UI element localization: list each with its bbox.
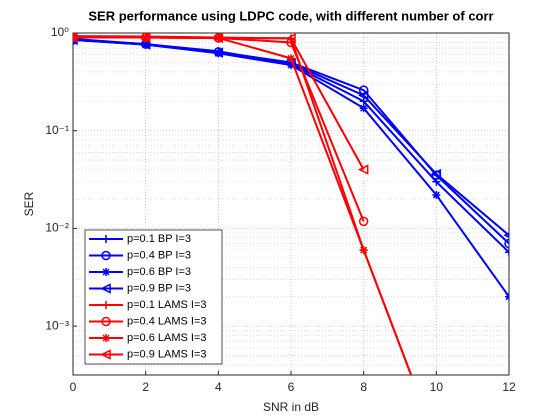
- marker: [212, 47, 224, 58]
- marker: [432, 190, 441, 199]
- x-tick-label: 6: [288, 380, 295, 394]
- marker: [102, 268, 110, 276]
- y-tick-label: 10⁻³: [45, 318, 69, 332]
- x-tick-label: 12: [502, 380, 516, 394]
- x-axis-label: SNR in dB: [263, 400, 319, 414]
- marker: [102, 334, 110, 342]
- legend-label: p=0.1 BP I=3: [127, 233, 191, 245]
- marker: [100, 349, 111, 360]
- marker: [102, 301, 110, 309]
- legend-label: p=0.1 LAMS I=3: [127, 299, 207, 311]
- x-tick-label: 8: [360, 380, 367, 394]
- series-line: [73, 38, 509, 237]
- y-tick-label: 10⁻²: [45, 221, 69, 235]
- marker: [285, 33, 296, 44]
- y-tick-label: 10⁰: [51, 25, 69, 39]
- x-tick-label: 10: [430, 380, 444, 394]
- marker: [359, 104, 368, 113]
- marker: [101, 316, 111, 327]
- marker: [73, 34, 77, 43]
- legend-label: p=0.4 LAMS I=3: [127, 315, 207, 327]
- marker: [359, 246, 368, 255]
- legend-label: p=0.4 BP I=3: [127, 249, 191, 261]
- plot-lines: [73, 33, 509, 375]
- marker: [357, 164, 369, 175]
- marker: [505, 292, 509, 301]
- marker: [358, 216, 369, 227]
- marker: [357, 90, 369, 101]
- marker: [102, 235, 110, 243]
- marker: [139, 39, 151, 50]
- marker: [73, 33, 78, 43]
- legend-label: p=0.9 BP I=3: [127, 282, 191, 294]
- marker: [139, 33, 151, 43]
- marker: [430, 168, 442, 180]
- marker: [504, 238, 509, 249]
- legend-label: p=0.6 LAMS I=3: [127, 332, 207, 344]
- series-line: [73, 36, 365, 171]
- chart-title: SER performance using LDPC code, with di…: [88, 8, 493, 23]
- x-tick-label: 0: [70, 380, 77, 394]
- marker: [359, 97, 368, 106]
- marker: [101, 250, 111, 261]
- marker: [505, 248, 509, 257]
- y-tick-label: 10⁻¹: [45, 123, 69, 137]
- marker: [212, 33, 224, 44]
- x-tick-label: 4: [215, 380, 222, 394]
- y-axis-label: SER: [22, 191, 36, 216]
- marker: [287, 54, 295, 63]
- legend-label: p=0.6 BP I=3: [127, 266, 191, 278]
- x-tick-label: 2: [142, 380, 149, 394]
- legend-label: p=0.9 LAMS I=3: [127, 348, 207, 360]
- marker: [73, 33, 77, 41]
- marker: [100, 283, 111, 294]
- axes-box: [72, 32, 510, 376]
- legend: p=0.1 BP I=3 p=0.4 BP I=3 p=0.6 BP I=3 p=0.…: [84, 229, 223, 365]
